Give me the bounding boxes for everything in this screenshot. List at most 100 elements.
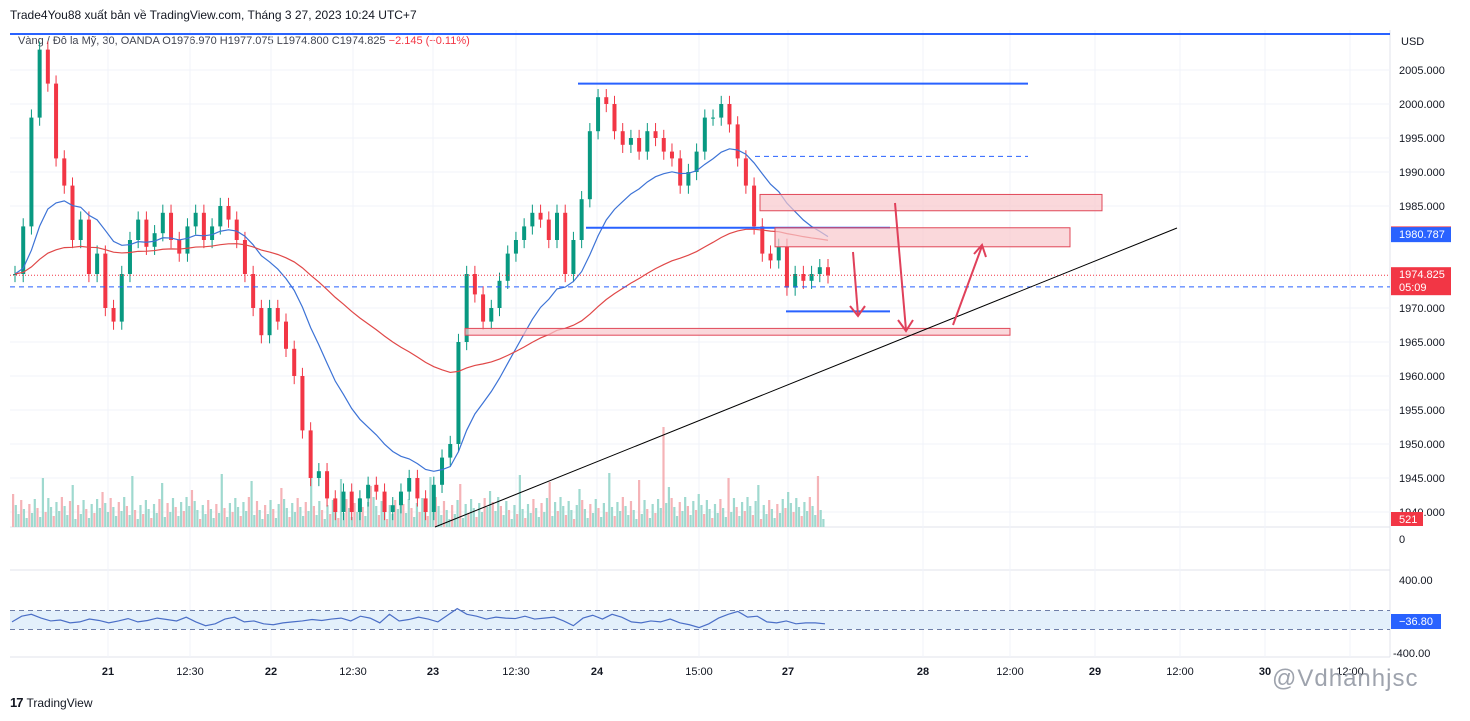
volume-bar — [114, 516, 118, 527]
volume-bar — [30, 513, 34, 527]
volume-bar — [258, 510, 261, 527]
candle-body — [300, 376, 305, 431]
volume-bar — [217, 513, 221, 527]
candle-body — [259, 308, 264, 336]
volume-bar — [155, 513, 158, 527]
candle-body — [826, 267, 830, 276]
volume-bar — [209, 509, 213, 527]
x-tick-label: 15:00 — [685, 666, 713, 678]
arrow-down-1 — [852, 251, 859, 316]
volume-bar — [572, 519, 576, 527]
volume-bar — [678, 502, 681, 527]
volume-bar — [513, 505, 516, 527]
volume-bar — [261, 519, 264, 527]
candle-body — [374, 484, 379, 492]
volume-bar — [180, 502, 183, 527]
symbol-legend: Vàng / Đô la Mỹ, 30, OANDA O1976.970 H19… — [18, 35, 470, 47]
volume-bar — [591, 513, 595, 527]
volume-bar — [524, 518, 527, 527]
volume-bar — [87, 518, 91, 527]
candle-body — [522, 226, 527, 240]
volume-bar — [247, 497, 250, 527]
candle-body — [793, 274, 798, 288]
candle-body — [152, 233, 157, 247]
volume-bar — [136, 519, 139, 527]
candle-body — [284, 321, 288, 349]
tradingview-footer[interactable]: 17 TradingView — [10, 695, 93, 710]
y-tick-label: 1985.000 — [1399, 201, 1445, 213]
volume-bar — [193, 501, 196, 527]
volume-bar — [361, 507, 364, 527]
candle-body — [546, 219, 551, 240]
volume-bar — [757, 485, 760, 527]
volume-bar — [684, 497, 687, 527]
volume-bar — [39, 517, 42, 527]
volume-bar — [551, 516, 554, 527]
volume-bar — [377, 515, 381, 527]
volume-bar — [242, 502, 245, 527]
volume-bar — [93, 513, 96, 527]
volume-bar — [537, 517, 540, 527]
candle-body — [620, 131, 625, 145]
candle-body — [489, 308, 494, 322]
volume-bar — [602, 503, 605, 527]
candle-body — [111, 308, 116, 322]
arrow-up — [952, 245, 983, 326]
volume-bar — [732, 498, 736, 527]
candle-body — [464, 274, 469, 342]
volume-bar — [17, 514, 20, 527]
candle-body — [743, 158, 748, 186]
candle-body — [177, 240, 182, 254]
candle-body — [817, 267, 822, 274]
volume-bar — [521, 509, 524, 527]
volume-bar — [483, 498, 486, 527]
candle-body — [604, 97, 609, 104]
volume-bar — [608, 473, 611, 527]
volume-bar — [505, 501, 508, 527]
volume-bar — [188, 506, 191, 527]
candle-body — [711, 117, 716, 119]
candle-body — [382, 491, 387, 512]
candle-body — [571, 240, 576, 274]
volume-bar — [415, 503, 418, 527]
watermark: @Vdhanhjsc — [1272, 665, 1419, 692]
volume-bar — [331, 500, 334, 527]
candle-body — [242, 240, 247, 274]
volume-bar — [464, 504, 467, 527]
candle-body — [768, 253, 773, 261]
candle-body — [472, 274, 477, 295]
volume-bar — [117, 502, 120, 527]
volume-bar — [353, 503, 356, 527]
volume-bar — [320, 510, 324, 527]
y-tick-label: 1990.000 — [1399, 167, 1445, 179]
volume-bar — [85, 509, 88, 527]
x-tick-label: 27 — [782, 666, 794, 678]
volume-bar — [529, 513, 532, 527]
volume-bar — [36, 508, 39, 527]
candle-body — [193, 212, 198, 227]
arrow-up-head — [973, 243, 987, 258]
volume-bar — [226, 517, 229, 527]
y-tick-label: 2000.000 — [1399, 99, 1445, 111]
volume-bar — [816, 476, 820, 527]
volume-bar — [488, 491, 492, 527]
legend-high: H1977.075 — [219, 35, 274, 47]
candle-body — [119, 274, 124, 322]
candle-body — [218, 206, 223, 227]
price-label-box — [1391, 227, 1451, 243]
volume-bar — [797, 507, 801, 527]
volume-label-box — [1391, 512, 1423, 526]
candle-body — [398, 491, 403, 506]
volume-bar — [795, 498, 798, 527]
volume-bar — [754, 501, 757, 527]
volume-bar — [610, 507, 614, 527]
volume-bar — [792, 512, 795, 527]
candle-body — [538, 212, 543, 220]
volume-bar — [144, 500, 147, 527]
volume-bar — [25, 518, 28, 527]
volume-bar — [171, 498, 175, 527]
volume-bar — [597, 508, 600, 527]
candle-body — [267, 308, 272, 336]
volume-bar — [738, 516, 741, 527]
